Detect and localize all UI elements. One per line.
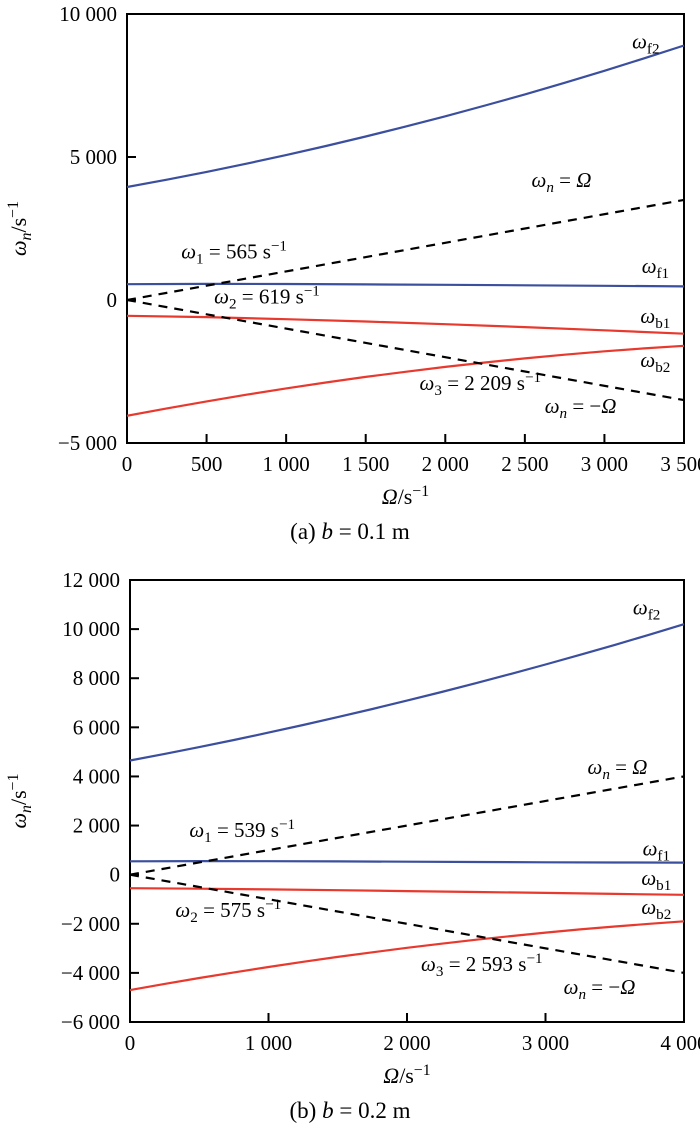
y-tick-label: 12 000 [62,568,120,592]
series-omega-f1 [126,282,685,288]
annotation-critical-speed-2: ω2 = 575 s−1 [175,897,281,926]
label-omega-f1: ωf1 [642,254,669,282]
label-omega-b2: ωb2 [641,895,671,923]
label-omega-f2: ωf2 [632,29,659,57]
series-omega-b2 [126,344,685,417]
y-tick-label: −5 000 [58,431,117,455]
plot-frame [126,13,685,444]
series-omega-f2 [126,44,685,189]
y-tick-label: 8 000 [73,666,120,690]
x-tick-label: 1 000 [263,452,310,476]
series-omega-n-eq-neg-omega [126,298,685,402]
y-tick-label: −2 000 [61,912,120,936]
annotation-critical-speed-3: ω3 = 2 209 s−1 [420,370,541,399]
x-tick-label: 0 [125,1031,136,1055]
y-tick-label: −4 000 [61,961,120,985]
x-tick-label: 3 500 [660,452,700,476]
y-tick-label: 5 000 [70,145,117,169]
annotation-critical-speed-1: ω1 = 565 s−1 [181,239,287,268]
plot-frame [129,579,685,1023]
label-omega-n-eq-neg-omega: ωn = −Ω [545,394,617,422]
series-omega-b1 [129,887,685,896]
label-omega-n-eq-neg-omega: ωn = −Ω [564,975,636,1003]
annotation-critical-speed-3: ω3 = 2 593 s−1 [421,951,542,980]
y-tick-label: 0 [107,288,118,312]
x-tick-label: 2 000 [422,452,469,476]
chart-b: 0 1 000 2 000 3 000 4 000 −6 000 −4 000 −2 000 0… [0,556,700,1135]
x-tick-label: 3 000 [581,452,628,476]
x-tick-label: 2 500 [501,452,548,476]
label-omega-b2: ωb2 [640,348,670,376]
chart-a: 0 500 1 000 1 500 2 000 2 500 3 000 3 500 −5 000… [0,0,700,556]
y-tick-label: 10 000 [62,617,120,641]
y-tick-label: 2 000 [73,814,120,838]
x-tick-label: 1 000 [245,1031,292,1055]
series-omega-f2 [129,623,685,762]
label-omega-n-eq-omega: ωn = Ω [532,168,592,196]
x-tick-label: 3 000 [522,1031,569,1055]
series-omega-b2 [129,920,685,992]
y-axis-label: ωn/s−1 [5,774,35,829]
label-omega-n-eq-omega: ωn = Ω [588,755,648,783]
annotation-critical-speed-2: ω2 = 619 s−1 [214,283,320,312]
x-axis-label: Ω/s−1 [382,483,429,509]
x-tick-label: 500 [191,452,223,476]
chart-a-caption: (a) b = 0.1 m [290,519,410,544]
y-tick-label: 6 000 [73,715,120,739]
x-tick-label: 2 000 [383,1031,430,1055]
chart-b-plot: 0 1 000 2 000 3 000 4 000 −6 000 −4 000 −2 000 0… [0,556,700,1092]
y-tick-label: −6 000 [61,1010,120,1034]
label-omega-f2: ωf2 [633,595,660,623]
x-tick-label: 1 500 [342,452,389,476]
series-omega-n-eq-neg-omega [129,873,685,974]
series-omega-n-eq-omega [129,775,685,876]
y-axis-label: ωn/s−1 [5,201,35,256]
series-omega-f1 [129,860,685,864]
label-omega-b1: ωb1 [640,304,670,332]
series-omega-b1 [126,314,685,335]
x-tick-label: 0 [122,452,133,476]
chart-a-plot: 0 500 1 000 1 500 2 000 2 500 3 000 3 500 −5 000… [0,0,700,512]
x-axis-label: Ω/s−1 [383,1062,430,1088]
chart-b-caption: (b) b = 0.2 m [289,1098,411,1123]
x-tick-label: 4 000 [660,1031,700,1055]
y-tick-label: 4 000 [73,764,120,788]
label-omega-b1: ωb1 [641,866,671,894]
annotation-critical-speed-1: ω1 = 539 s−1 [189,817,295,846]
y-tick-label: 10 000 [59,2,117,26]
y-tick-label: 0 [110,863,121,887]
series-omega-n-eq-omega [126,198,685,302]
label-omega-f1: ωf1 [643,837,670,865]
